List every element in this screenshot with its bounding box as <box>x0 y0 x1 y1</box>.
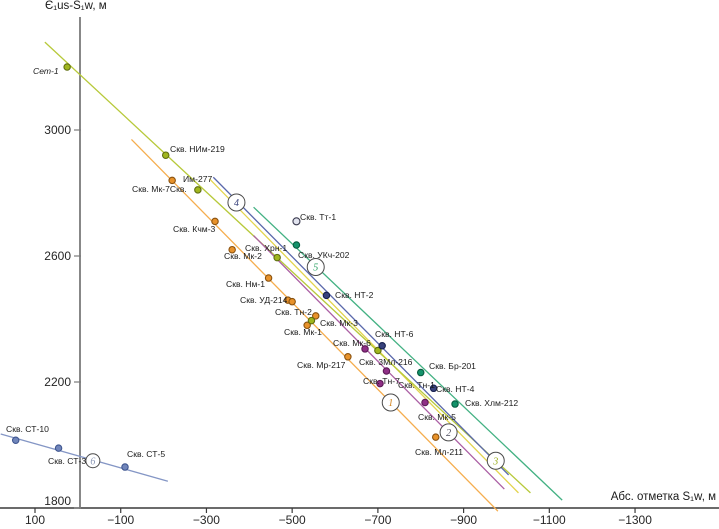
y-axis-title: Є₁us-S₁w, м <box>45 0 107 12</box>
x-tick-label: 100 <box>25 513 45 527</box>
trend-number-3: 3 <box>492 456 498 467</box>
well-label: Скв. 3Мл-216 <box>359 357 413 367</box>
well-label: Скв. СТ-3 <box>48 456 86 466</box>
trend-number-1: 1 <box>388 398 393 409</box>
well-point-Скв. СТ-3 <box>54 444 63 452</box>
trend-number-circle-2 <box>439 423 458 442</box>
y-tick-label: 2600 <box>44 249 71 263</box>
y-tick-label: 2200 <box>44 375 71 389</box>
well-point-Скв. Хрн-1 <box>273 253 281 262</box>
well-point-Скв. Хлм-212 <box>451 400 459 408</box>
trend-number-5: 5 <box>313 263 318 274</box>
well-point-Скв. НТ-6 <box>378 342 386 350</box>
well-point-Скв. СТ-5 <box>121 463 129 471</box>
well-label: Сет-1 <box>33 66 59 76</box>
well-point-Скв. НТ-4 <box>429 384 438 393</box>
x-tick-label: −1100 <box>533 513 566 527</box>
well-point-Скв. Бр-201 <box>416 368 425 377</box>
well-label: Скв. НТ-6 <box>375 329 414 339</box>
trend-yellow-line <box>208 178 519 494</box>
well-label: Скв. Хрн-1 <box>245 243 287 253</box>
trend-number-circle-6 <box>85 453 101 469</box>
x-tick-label: −900 <box>450 513 477 527</box>
well-point-Скв. Мк-2 <box>228 245 236 254</box>
well-point-Скв. Нм-1 <box>264 274 273 282</box>
trend-number-4: 4 <box>234 198 239 209</box>
well-point-Скв. Тн-2 <box>311 312 320 320</box>
well-label: Скв. НТ-4 <box>436 384 475 394</box>
trend-number-2: 2 <box>446 428 451 439</box>
well-label: Скв. НИм-219 <box>170 144 225 154</box>
well-point-Скв. НИм-219 <box>161 151 170 159</box>
x-axis-title: Абс. отметка S₁w, м <box>610 491 716 503</box>
y-tick-label: 1800 <box>44 494 71 508</box>
x-tick-label: −700 <box>364 513 391 527</box>
well-point-Скв. НТ-2 <box>322 291 331 300</box>
trend-2-purple-line <box>253 235 505 490</box>
well-point-Скв. УКч-202 <box>292 241 301 249</box>
well-label: Скв. Мк-2 <box>224 251 262 261</box>
trend-3-olive-line <box>44 41 531 494</box>
well-point-Скв. Мк-1 <box>303 321 311 330</box>
y-tick-label: 3000 <box>44 123 71 137</box>
trend-number-circle-1 <box>381 393 400 412</box>
x-tick-label: −300 <box>193 513 220 527</box>
well-point <box>288 297 296 306</box>
well-point-Скв. Кчм-3 <box>211 217 219 226</box>
well-label: Скв. Бр-201 <box>429 361 476 371</box>
well-point <box>374 346 382 355</box>
well-label: Скв. Мк-6 <box>333 338 371 348</box>
well-label: Скв. СТ-10 <box>6 424 49 434</box>
x-tick-label: −100 <box>107 513 134 527</box>
well-label: Скв. Мк-5 <box>418 412 456 422</box>
well-point-Скв. Мр-217 <box>344 353 352 361</box>
well-label: Скв. Тт-1 <box>300 212 336 222</box>
trend-4-navy-line <box>212 176 510 476</box>
well-point-Сет-1 <box>63 63 71 71</box>
well-label: Скв. НТ-2 <box>335 290 374 300</box>
well-label: Скв. Тн-2 <box>275 307 312 317</box>
well-point-Скв. Мк-3 <box>307 316 316 325</box>
well-point-Скв. Тн-7 <box>376 379 384 388</box>
well-label: Скв. Мк-3 <box>320 318 358 328</box>
trend-number-6: 6 <box>90 456 95 467</box>
trend-6-bluegray-line <box>0 433 169 482</box>
well-label: Скв. Хлм-212 <box>465 398 518 408</box>
trend-number-circle-5 <box>306 258 325 277</box>
well-label: Скв. УКч-202 <box>298 250 350 260</box>
well-point-Скв. Тт-1 <box>292 217 301 226</box>
trend-1-orange-line <box>130 138 499 512</box>
trend-number-circle-4 <box>227 193 246 212</box>
well-label: Скв. Мк-1 <box>284 327 322 337</box>
well-point-Им-277 <box>168 176 176 185</box>
well-point-Скв. Мк-7Скв. <box>194 186 202 194</box>
well-point-Скв. 3Мл-216 <box>382 367 391 375</box>
well-point-Скв. Мк-6 <box>361 345 369 353</box>
x-tick-label: −1300 <box>618 513 652 527</box>
well-label: Им-277 <box>183 174 213 184</box>
well-label: Скв. Кчм-3 <box>173 224 216 234</box>
well-point-Скв. Мк-5 <box>421 398 429 407</box>
well-point-Скв. СТ-10 <box>11 436 20 445</box>
well-label: Скв. Тн-1 <box>398 380 435 390</box>
well-point-Скв. Мл-211 <box>431 433 440 441</box>
well-label: Скв. Мр-217 <box>297 360 346 370</box>
well-label: Скв. УД-214 <box>240 295 288 305</box>
x-tick-label: −500 <box>279 513 306 527</box>
well-label: Скв. СТ-5 <box>127 449 165 459</box>
well-label: Скв. Тн-7 <box>363 376 400 386</box>
well-label: Скв. Нм-1 <box>226 279 265 289</box>
trend-number-circle-3 <box>486 451 505 470</box>
trend-5-teal-line <box>253 206 563 501</box>
well-label: Скв. Мк-7Скв. <box>132 184 187 194</box>
well-label: Скв. Мл-211 <box>415 447 463 457</box>
